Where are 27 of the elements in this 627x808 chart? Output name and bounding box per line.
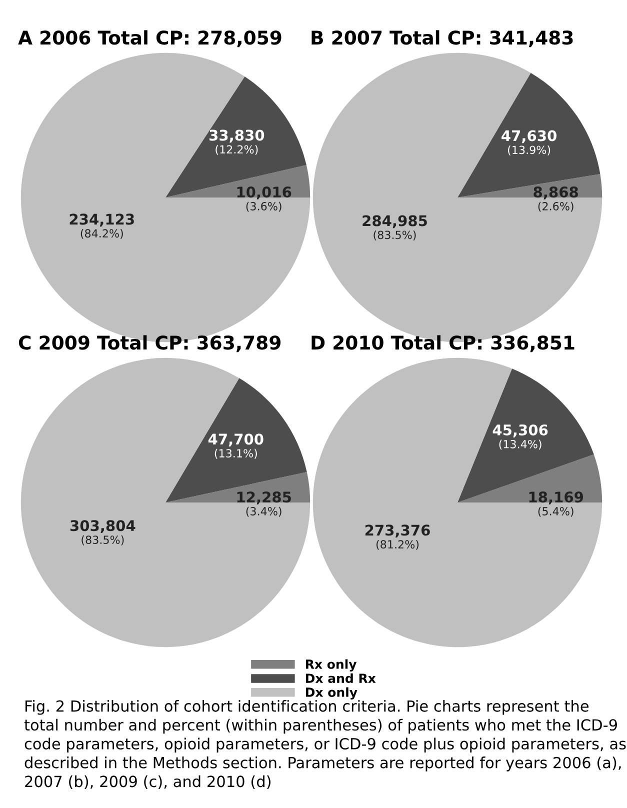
data-label: 18,169 (5.4%) [529,492,584,517]
data-label: 234,123 (84.2%) [70,214,134,239]
caption: Fig. 2 Distribution of cohort identification criteria. Pie charts represent the total number and percent (within parentheses) of patients who met the ICD-9 code parameters, opioid parameters, or ICD-9 code plus opioid parameters, as described in the Methods section. Parameters are reported for years 2006 (a), 2007 (b), 2009 (c), and 2010 (d) [24,700,626,790]
pie-slice [458,454,602,502]
chart-title: B 2007 Total CP: 341,483 [312,30,573,48]
chart-title: A 2006 Total CP: 278,059 [18,30,282,48]
legend-label: Dx only [306,687,358,700]
pie-slice [458,368,594,502]
chart-title: C 2009 Total CP: 363,789 [18,335,280,352]
data-label: 284,985 (83.5%) [362,215,427,240]
data-label: 8,868 (2.6%) [534,186,578,212]
pie-slice [20,358,310,648]
pie-slice [166,76,306,198]
legend-label: Rx only [306,659,357,672]
data-label: 303,804 (83.5%) [70,520,136,546]
data-label: 33,830 (12.2%) [210,130,264,155]
data-label: 45,306 (13.4%) [492,424,548,450]
pie-slice [166,378,307,502]
pie-slice [458,72,600,198]
data-label: 12,285 (3.4%) [237,492,291,517]
data-label: 10,016 (3.6%) [237,186,292,212]
data-label: 47,630 (13.9%) [502,130,556,156]
pie-slice [312,358,602,648]
chart-title: D 2010 Total CP: 336,851 [312,335,574,352]
data-label: 273,376 (81.2%) [365,524,430,550]
legend-label: Dx and Rx [306,673,376,683]
data-label: 47,700 (13.1%) [208,434,264,459]
